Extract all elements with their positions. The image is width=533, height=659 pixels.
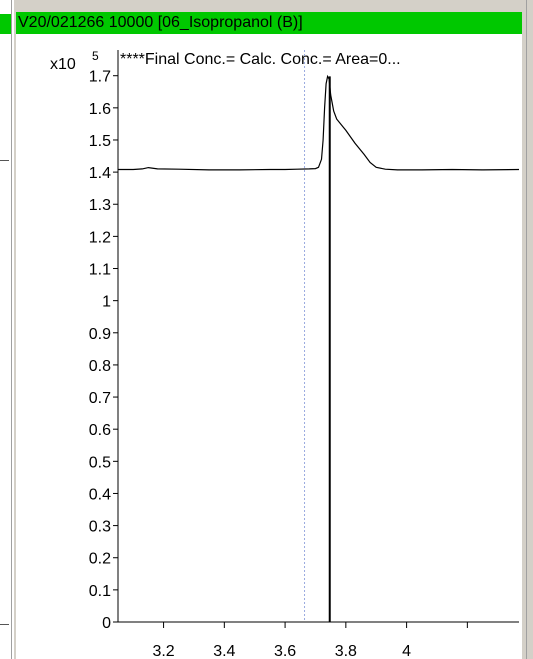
scrollbar-track[interactable] — [522, 0, 533, 659]
y-tick-label: 1.3 — [89, 197, 111, 214]
adjacent-title-sliver — [0, 14, 11, 34]
chromatogram-panel[interactable]: V20/021266 10000 [06_Isopropanol (B)] — [16, 12, 522, 659]
y-tick-label: 0 — [102, 615, 111, 632]
chromatogram-trace — [118, 74, 520, 171]
x-tick-label: 4 — [402, 643, 411, 659]
panel-divider — [526, 0, 527, 659]
adjacent-tick — [0, 160, 9, 161]
y-tick-label: 0.1 — [89, 583, 111, 600]
panel-divider — [11, 0, 12, 659]
y-tick-label: 0.5 — [89, 454, 111, 471]
y-tick-label: 1.1 — [89, 262, 111, 279]
x-tick-label: 3.4 — [213, 643, 235, 659]
y-tick-label: 0.9 — [89, 326, 111, 343]
y-multiplier-exponent: 5 — [92, 49, 99, 63]
y-tick-label: 0.8 — [89, 358, 111, 375]
y-tick-label: 1.5 — [89, 133, 111, 150]
y-tick-label: 0.7 — [89, 390, 111, 407]
y-tick-label: 1.6 — [89, 101, 111, 118]
left-panel-edge — [0, 0, 14, 659]
y-multiplier-label: x10 — [50, 56, 76, 73]
y-tick-label: 0.3 — [89, 519, 111, 536]
y-tick-label: 0.6 — [89, 422, 111, 439]
x-tick-label: 3.2 — [152, 643, 174, 659]
y-tick-label: 1 — [102, 294, 111, 311]
y-tick-label: 0.2 — [89, 551, 111, 568]
peak-annotation: ****Final Conc.= Calc. Conc.= Area=0... — [120, 51, 401, 68]
adjacent-tick — [0, 624, 9, 625]
y-tick-label: 0.4 — [89, 486, 111, 503]
panel-title: V20/021266 10000 [06_Isopropanol (B)] — [16, 12, 522, 34]
axes: 0 0.1 0.2 0.3 0.4 0.5 0.6 0.7 0.8 0.9 1 1.1 1.2 1.3 1.… — [89, 50, 519, 659]
y-tick-label: 1.4 — [89, 165, 111, 182]
plot-area — [118, 50, 520, 622]
x-tick-label: 3.6 — [274, 643, 296, 659]
x-tick-label: 3.8 — [335, 643, 357, 659]
y-tick-label: 1.7 — [89, 69, 111, 86]
y-tick-label: 1.2 — [89, 229, 111, 246]
